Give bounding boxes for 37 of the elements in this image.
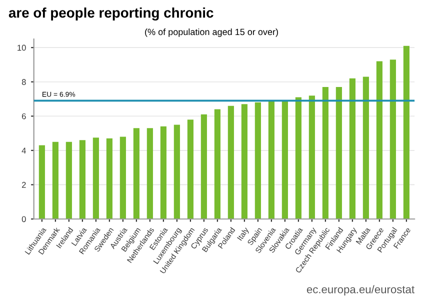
bar xyxy=(228,106,234,219)
bar xyxy=(241,104,248,219)
bar xyxy=(187,120,194,219)
bar xyxy=(295,97,302,219)
bar xyxy=(174,124,180,219)
bar xyxy=(376,61,382,219)
bar xyxy=(92,138,99,219)
bar xyxy=(200,114,207,219)
y-tick-label: 10 xyxy=(18,44,26,51)
chart-title: are of people reporting chronic xyxy=(8,8,214,21)
bar xyxy=(322,87,328,219)
bar xyxy=(268,100,274,219)
bar xyxy=(52,142,58,219)
bar xyxy=(146,128,153,219)
y-tick-label: 8 xyxy=(22,79,26,85)
bar xyxy=(38,145,45,219)
bar xyxy=(254,102,261,219)
bar xyxy=(106,138,112,219)
bar xyxy=(160,126,166,219)
text: ec.europa.eu/eurostat xyxy=(306,285,414,296)
y-tick-label: 4 xyxy=(22,148,26,154)
y-tick-label: 0 xyxy=(22,216,26,222)
bar xyxy=(362,76,369,219)
bar xyxy=(66,142,72,219)
bar xyxy=(214,109,220,219)
bar xyxy=(120,136,126,219)
bar xyxy=(390,60,396,219)
bar xyxy=(79,140,86,219)
bar xyxy=(308,96,315,219)
bar xyxy=(282,100,288,219)
y-tick-label: 6 xyxy=(22,113,26,120)
y-tick-label: 2 xyxy=(22,182,26,188)
bar xyxy=(403,46,410,219)
bar xyxy=(349,78,356,219)
bar xyxy=(133,128,140,219)
chart-subtitle: (% of population aged 15 or over) xyxy=(145,28,278,37)
bar xyxy=(336,87,342,219)
